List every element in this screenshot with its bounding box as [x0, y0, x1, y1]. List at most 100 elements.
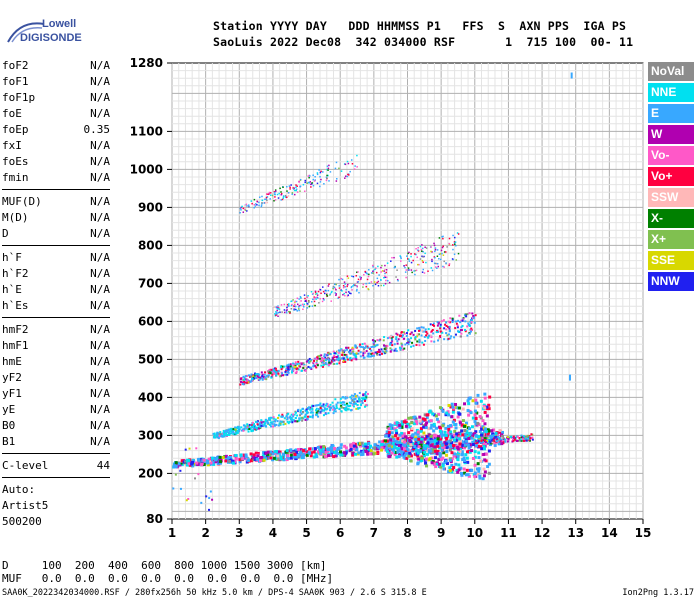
- echo-point: [492, 428, 496, 432]
- echo-point: [462, 318, 465, 321]
- echo-point: [326, 293, 328, 295]
- echo-point: [427, 448, 431, 452]
- echo-point: [246, 210, 248, 212]
- echo-point: [494, 436, 498, 440]
- echo-point: [396, 269, 398, 271]
- echo-point: [428, 334, 431, 337]
- echo-point: [248, 205, 250, 208]
- echo-point: [245, 374, 248, 377]
- echo-point: [245, 425, 248, 428]
- echo-point: [410, 421, 414, 425]
- echo-point: [465, 439, 469, 443]
- echo-point: [365, 344, 368, 347]
- echo-point: [280, 199, 282, 201]
- echo-point: [454, 406, 458, 410]
- echo-point: [338, 285, 340, 287]
- echo-point: [282, 423, 285, 426]
- echo-point: [311, 183, 313, 185]
- echo-point: [275, 312, 278, 314]
- echo-point: [239, 380, 242, 383]
- echo-point: [380, 284, 382, 287]
- echo-point: [286, 454, 290, 458]
- echo-point: [418, 338, 421, 341]
- echo-point: [283, 303, 286, 306]
- echo-point: [378, 348, 381, 351]
- echo-point: [365, 285, 368, 288]
- echo-point: [333, 354, 336, 357]
- echo-point: [273, 451, 277, 455]
- echo-point: [250, 375, 253, 378]
- echo-point: [290, 413, 293, 416]
- echo-point: [277, 197, 280, 199]
- echo-point: [439, 258, 442, 261]
- echo-point: [376, 343, 379, 346]
- echo-point: [267, 193, 269, 196]
- echo-point: [409, 333, 412, 336]
- echo-point: [483, 458, 487, 462]
- echo-point: [476, 393, 480, 397]
- param-row-yf2: yF2 N/A: [2, 370, 110, 386]
- echo-point: [322, 357, 325, 360]
- echo-point: [326, 295, 329, 297]
- echo-point: [403, 332, 406, 335]
- echo-point: [384, 351, 387, 354]
- echo-point: [498, 430, 502, 434]
- echo-point: [426, 332, 429, 335]
- echo-point: [310, 359, 313, 362]
- echo-point: [242, 375, 245, 378]
- echo-point: [432, 462, 436, 466]
- echo-point: [370, 272, 373, 274]
- echo-point: [502, 437, 505, 440]
- echo-point: [320, 364, 323, 367]
- echo-point: [446, 246, 448, 248]
- echo-point: [355, 448, 359, 452]
- echo-point: [315, 411, 318, 414]
- echo-point: [273, 423, 276, 426]
- x-tick-label: 12: [534, 526, 551, 540]
- echo-point: [466, 450, 470, 454]
- echo-point: [398, 423, 402, 427]
- echo-point: [439, 426, 443, 430]
- echo-point: [511, 440, 514, 443]
- echo-point: [310, 291, 313, 293]
- echo-point: [207, 457, 211, 461]
- echo-point: [406, 341, 409, 344]
- echo-point: [400, 447, 404, 451]
- echo-point: [378, 274, 380, 276]
- echo-point: [380, 271, 382, 273]
- echo-point: [363, 405, 366, 408]
- echo-point: [353, 284, 355, 286]
- echo-point: [470, 425, 474, 429]
- echo-point: [429, 436, 433, 440]
- echo-point: [275, 374, 278, 377]
- echo-point: [381, 264, 383, 267]
- echo-point: [436, 437, 440, 441]
- echo-point: [345, 288, 347, 291]
- echo-point: [374, 268, 376, 271]
- echo-point: [414, 329, 417, 332]
- echo-point: [378, 339, 381, 342]
- echo-point: [289, 415, 292, 418]
- echo-point: [435, 452, 439, 456]
- echo-point: [315, 409, 318, 412]
- echo-point: [410, 255, 412, 258]
- echo-point: [190, 462, 194, 466]
- echo-point: [443, 430, 447, 434]
- echo-point: [378, 440, 382, 444]
- echo-point: [411, 442, 415, 446]
- echo-point: [323, 355, 326, 358]
- echo-point: [500, 438, 503, 441]
- echo-point: [407, 258, 409, 260]
- echo-point: [186, 458, 190, 462]
- echo-point: [475, 411, 479, 415]
- echo-point: [528, 435, 531, 438]
- echo-point: [275, 457, 279, 461]
- echo-point: [242, 378, 245, 381]
- echo-point: [468, 312, 471, 315]
- echo-point: [342, 357, 345, 360]
- echo-point: [456, 433, 460, 437]
- echo-point: [370, 349, 373, 352]
- echo-point: [317, 408, 320, 411]
- echo-point: [327, 358, 330, 361]
- echo-point: [448, 466, 452, 470]
